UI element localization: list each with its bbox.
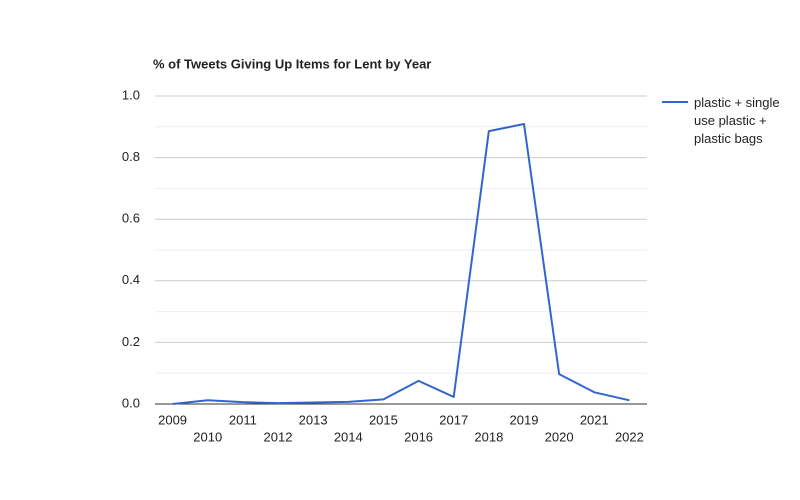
y-tick-label: 0.4 — [122, 272, 140, 287]
chart-title: % of Tweets Giving Up Items for Lent by … — [153, 56, 431, 71]
x-tick-label: 2018 — [474, 429, 503, 444]
x-tick-label: 2014 — [334, 429, 363, 444]
x-tick-label: 2013 — [299, 412, 328, 427]
y-tick-label: 0.8 — [122, 149, 140, 164]
x-tick-label: 2010 — [193, 429, 222, 444]
x-tick-label: 2022 — [615, 429, 644, 444]
x-tick-label: 2011 — [229, 412, 257, 427]
x-tick-label: 2020 — [545, 429, 574, 444]
x-tick-label: 2019 — [510, 412, 539, 427]
x-tick-label: 2021 — [580, 412, 609, 427]
y-tick-label: 0.2 — [122, 334, 140, 349]
x-tick-label: 2012 — [264, 429, 293, 444]
legend-label: plastic + single use plastic + plastic b… — [694, 95, 780, 146]
y-tick-label: 0.6 — [122, 211, 140, 226]
x-tick-label: 2015 — [369, 412, 398, 427]
y-tick-label: 1.0 — [122, 87, 140, 102]
y-tick-label: 0.0 — [122, 395, 140, 410]
x-tick-label: 2009 — [158, 412, 187, 427]
x-tick-label: 2016 — [404, 429, 433, 444]
x-tick-label: 2017 — [439, 412, 468, 427]
series-line — [172, 123, 630, 405]
